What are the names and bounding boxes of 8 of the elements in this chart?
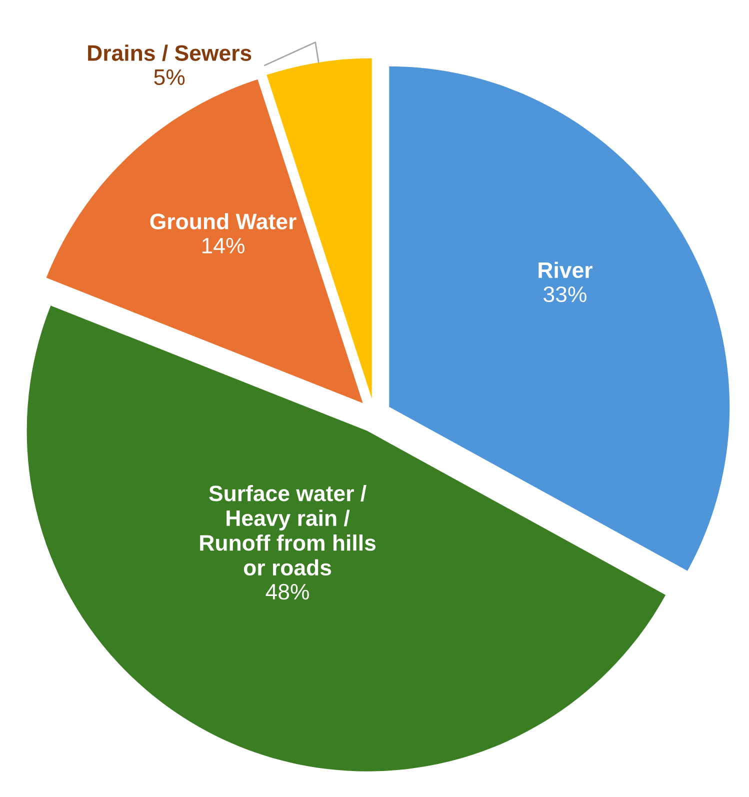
- slice-label: River: [538, 262, 592, 278]
- slice-label: Ground Water: [150, 213, 296, 230]
- slice-label: Surface water / Heavy rain / Runoff from hills or roads: [200, 484, 376, 576]
- data-label: 5%: [154, 69, 185, 86]
- slice-label: Drains / Sewers: [88, 44, 252, 62]
- data-label: 48%: [266, 584, 309, 600]
- data-label: 14%: [202, 238, 244, 254]
- data-label: 33%: [544, 286, 586, 302]
